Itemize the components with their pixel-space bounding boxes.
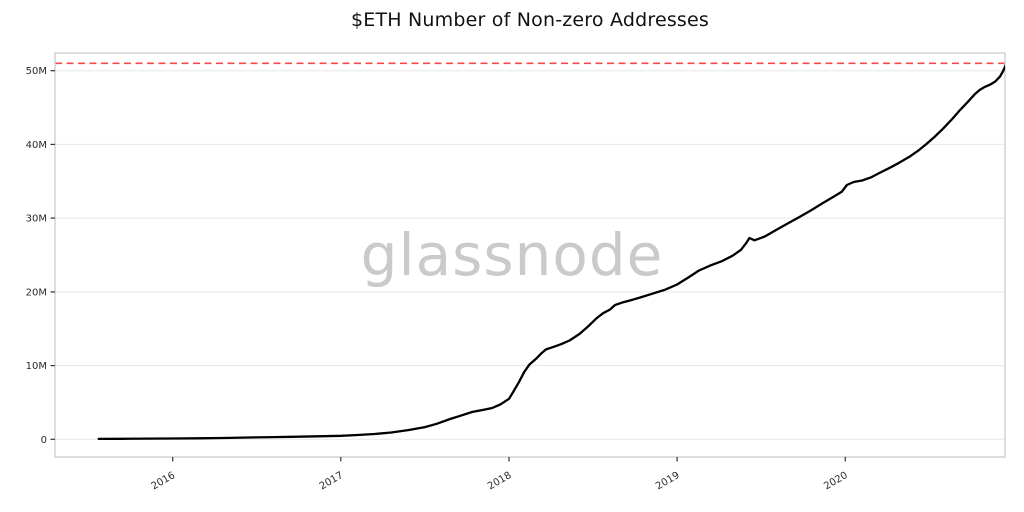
data-line — [97, 63, 1005, 441]
x-tick-label: 2019 — [654, 470, 682, 492]
x-tick-label: 2018 — [486, 470, 514, 492]
y-tick-label: 0 — [41, 435, 47, 446]
plot-frame — [54, 52, 1006, 458]
chart-title: $ETH Number of Non-zero Addresses — [350, 9, 710, 31]
y-tick-label: 50M — [26, 66, 47, 77]
y-tick-label: 20M — [26, 287, 47, 298]
y-tick-label: 10M — [26, 361, 47, 372]
x-tick-label: 2020 — [822, 470, 850, 492]
x-tick-label: 2016 — [150, 470, 178, 492]
y-tick-label: 40M — [26, 140, 47, 151]
x-tick-label: 2017 — [318, 470, 346, 492]
y-tick-label: 30M — [26, 214, 47, 225]
